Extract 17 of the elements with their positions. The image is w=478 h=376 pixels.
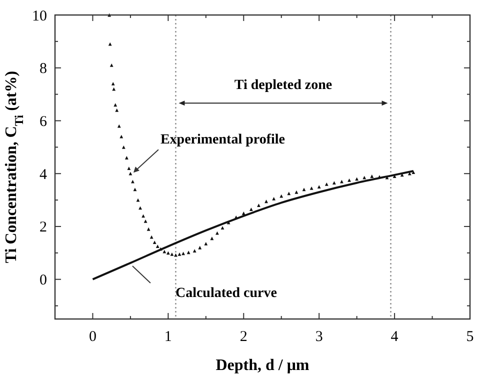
x-tick-label: 0: [88, 329, 96, 345]
y-tick-label: 8: [40, 61, 47, 78]
x-tick-label: 4: [390, 329, 399, 345]
annotation: Ti depleted zone: [234, 78, 332, 94]
x-tick-label: 2: [240, 329, 248, 345]
line-series: [92, 170, 414, 280]
annotation: Experimental profile: [160, 132, 286, 148]
x-tick-label: 5: [466, 329, 474, 345]
y-tick-label: 6: [40, 114, 48, 130]
x-tick-label: 1: [164, 329, 172, 345]
y-tick-label: 4: [40, 166, 48, 183]
y-tick-label: 2: [40, 220, 47, 236]
x-axis-title: Depth, d / μm: [216, 357, 310, 374]
y-tick-label: 0: [40, 272, 47, 289]
y-tick-label: 10: [32, 8, 47, 24]
x-tick-label: 3: [315, 329, 323, 345]
annotation: Calculated curve: [175, 286, 277, 301]
